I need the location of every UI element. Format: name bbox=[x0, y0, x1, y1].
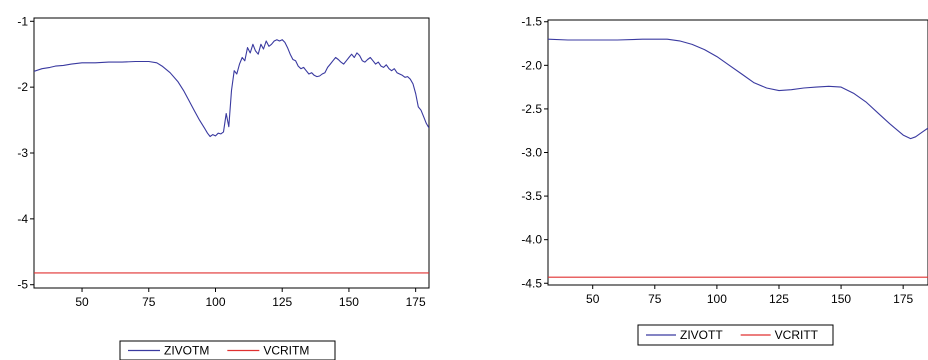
y-tick-label: -1 bbox=[17, 14, 28, 28]
y-tick-label: -4.5 bbox=[521, 276, 542, 290]
x-tick-label: 150 bbox=[339, 295, 359, 309]
chart-left: -1 -2 -3 -4 -5 50 75 100 125 150 175 ZIVOTM VCRITM bbox=[17, 14, 430, 360]
y-tick-label: -3.5 bbox=[521, 189, 542, 203]
legend-box bbox=[637, 324, 834, 346]
x-tick-label: 150 bbox=[831, 292, 851, 306]
x-tick-label: 125 bbox=[769, 292, 789, 306]
y-tick-label: -2.5 bbox=[521, 102, 542, 116]
legend-right: ZIVOTT VCRITT bbox=[637, 324, 834, 346]
x-tick-label: 175 bbox=[893, 292, 913, 306]
x-axis-left: 50 75 100 125 150 175 bbox=[75, 288, 426, 309]
y-tick-label: -3 bbox=[17, 146, 28, 160]
y-tick-label: -2.0 bbox=[521, 58, 542, 72]
series-line-zivott bbox=[548, 38, 928, 140]
x-tick-label: 125 bbox=[272, 295, 292, 309]
x-tick-label: 75 bbox=[142, 295, 156, 309]
legend-label-vcritt: VCRITT bbox=[775, 328, 819, 342]
x-tick-label: 75 bbox=[648, 292, 662, 306]
legend-label-vcritm: VCRITM bbox=[263, 344, 309, 358]
legend-label-zivott: ZIVOTT bbox=[680, 328, 723, 342]
series-group-left bbox=[34, 39, 429, 274]
series-line-zivotm bbox=[34, 39, 429, 138]
plot-frame-right bbox=[547, 19, 928, 286]
y-tick-label: -3.0 bbox=[521, 146, 542, 160]
x-tick-label: 50 bbox=[586, 292, 600, 306]
x-tick-label: 50 bbox=[75, 295, 89, 309]
y-tick-label: -5 bbox=[17, 278, 28, 292]
y-tick-label: -1.5 bbox=[521, 15, 542, 29]
x-tick-label: 100 bbox=[707, 292, 727, 306]
chart-right: -1.5 -2.0 -2.5 -3.0 -3.5 -4.0 -4.5 50 75 100 125 1… bbox=[521, 15, 928, 346]
x-tick-label: 175 bbox=[406, 295, 426, 309]
x-tick-label: 100 bbox=[205, 295, 225, 309]
legend-label-zivotm: ZIVOTM bbox=[164, 344, 209, 358]
x-axis-right: 50 75 100 125 150 175 bbox=[586, 285, 913, 306]
y-axis-left: -1 -2 -3 -4 -5 bbox=[17, 14, 34, 292]
y-tick-label: -2 bbox=[17, 80, 28, 94]
y-axis-right: -1.5 -2.0 -2.5 -3.0 -3.5 -4.0 -4.5 bbox=[521, 15, 548, 290]
series-group-right bbox=[548, 38, 928, 278]
legend-left: ZIVOTM VCRITM bbox=[119, 340, 336, 360]
y-tick-label: -4 bbox=[17, 212, 28, 226]
y-tick-label: -4.0 bbox=[521, 233, 542, 247]
